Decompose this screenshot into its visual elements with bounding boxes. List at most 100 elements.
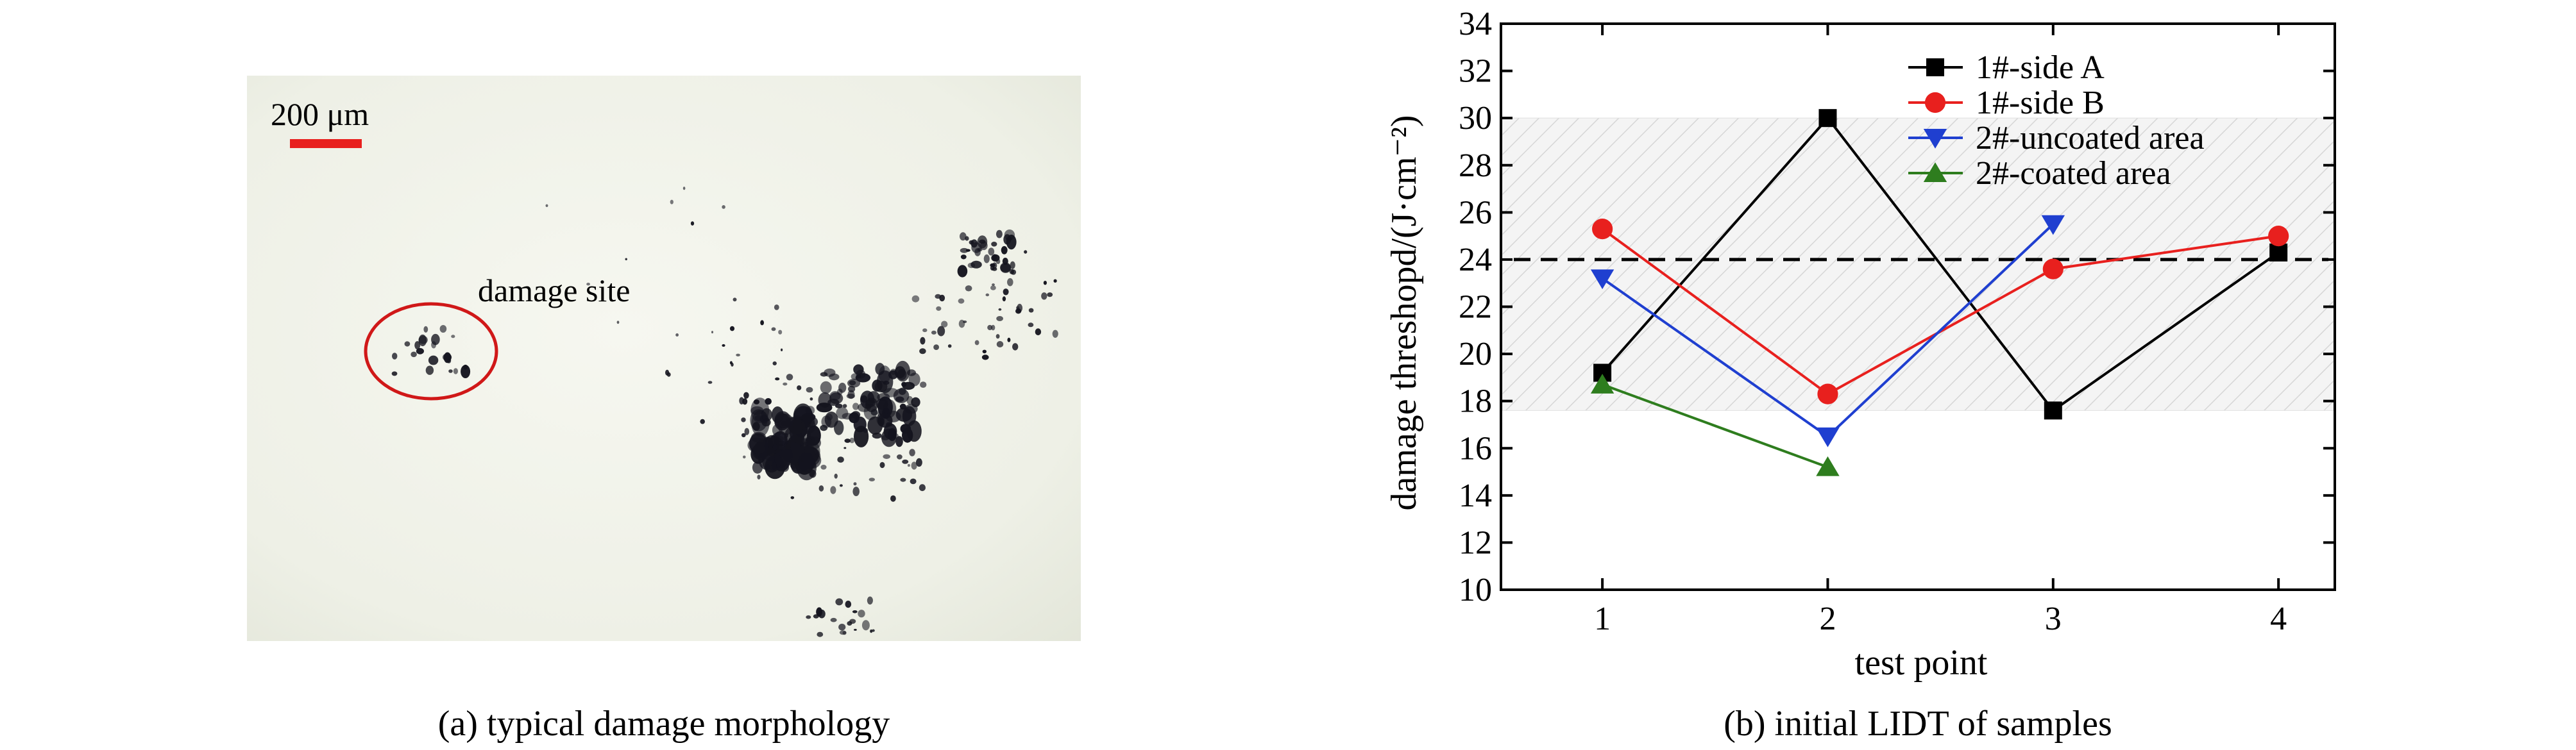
damage-spot (960, 232, 967, 241)
damage-spot (765, 398, 772, 405)
damage-spot (878, 365, 891, 383)
damage-spot (881, 435, 890, 440)
damage-spot (895, 436, 903, 447)
damage-spot (461, 365, 471, 378)
damage-spot (895, 360, 911, 382)
damage-spot (736, 353, 740, 357)
damage-spot (682, 187, 686, 190)
damage-spot (759, 415, 768, 424)
y-tick-label: 14 (1459, 478, 1492, 514)
damage-spot (867, 596, 873, 605)
damage-spot (863, 428, 869, 433)
damage-spot (936, 306, 942, 311)
damage-spot (818, 609, 826, 619)
damage-spot (786, 374, 793, 381)
damage-spot (991, 242, 997, 247)
damage-spot (865, 397, 878, 413)
damage-spots (391, 187, 1058, 637)
damage-spot (985, 293, 990, 297)
damage-spot (852, 610, 858, 613)
damage-spot (1010, 261, 1015, 269)
data-point-triangle-down (1816, 427, 1840, 447)
damage-spot (1024, 250, 1028, 254)
damage-spot (772, 361, 777, 366)
left-caption: (a) typical damage morphology (438, 704, 890, 744)
damage-spot (817, 631, 824, 637)
damage-spot (711, 331, 713, 334)
damage-spot (965, 285, 972, 292)
x-tick-label: 1 (1594, 601, 1611, 637)
damage-spot (1028, 322, 1034, 328)
scale-bar-label: 200 μm (271, 96, 369, 132)
data-point-triangle-up (1816, 456, 1840, 476)
damage-spot (818, 392, 832, 408)
legend-label: 1#-side A (1976, 49, 2105, 86)
damage-spot (965, 236, 969, 241)
damage-spot (847, 378, 861, 388)
damage-spot (818, 485, 824, 492)
damage-spot (1007, 337, 1011, 342)
damage-spot (911, 462, 917, 470)
shaded-band (1502, 117, 2334, 411)
damage-spot (392, 353, 398, 360)
damage-spot (861, 620, 870, 631)
damage-spot (772, 444, 777, 451)
damage-spot (835, 403, 843, 408)
damage-spot (760, 320, 764, 326)
damage-spot (963, 321, 967, 323)
legend-label: 2#-uncoated area (1976, 120, 2205, 156)
damage-spot (920, 337, 926, 345)
damage-spot (849, 619, 856, 624)
micrograph-panel: 200 μm damage site (247, 76, 1081, 641)
damage-spot (941, 321, 948, 328)
data-point-square (1818, 109, 1837, 128)
damage-spot (1007, 278, 1013, 287)
damage-spot (616, 321, 620, 324)
damage-spot (843, 447, 847, 449)
damage-spot (906, 420, 922, 442)
damage-spot (545, 204, 548, 207)
damage-spot (991, 324, 996, 331)
damage-spot (842, 413, 854, 420)
damage-spot (996, 229, 1003, 238)
damage-spot (586, 283, 590, 286)
x-tick-label: 3 (2045, 601, 2062, 637)
damage-spot (967, 262, 976, 269)
damage-spot (781, 348, 783, 351)
damage-spot (974, 340, 979, 346)
damage-spot (933, 344, 939, 350)
damage-spot (690, 221, 695, 226)
y-tick-label: 18 (1459, 383, 1492, 420)
damage-spot (854, 629, 857, 631)
data-point-circle (1817, 383, 1838, 404)
damage-spot (675, 333, 679, 337)
damage-spot (753, 399, 760, 404)
damage-spot (391, 371, 398, 376)
data-point-square (2044, 401, 2062, 420)
damage-spot (700, 419, 705, 424)
damage-spot (992, 267, 997, 271)
damage-spot (809, 397, 813, 401)
damage-spot (733, 297, 737, 302)
damage-spot (774, 304, 779, 310)
damage-spot (919, 484, 926, 492)
x-tick-label: 2 (1819, 601, 1836, 637)
damage-spot (899, 403, 906, 410)
damage-spot (853, 364, 864, 375)
y-tick-label: 20 (1459, 336, 1492, 372)
damage-spot (826, 413, 833, 421)
damage-spot (708, 381, 713, 384)
damage-spot (806, 615, 811, 619)
damage-spot (834, 473, 838, 479)
damage-spot (743, 392, 749, 399)
y-tick-label: 24 (1459, 242, 1492, 278)
damage-spot (1012, 343, 1019, 351)
damage-spot (902, 459, 909, 464)
damage-spot (423, 326, 428, 333)
legend-label: 1#-side B (1976, 85, 2105, 121)
damage-spot (1028, 308, 1034, 313)
damage-spot (858, 610, 865, 618)
y-tick-label: 26 (1459, 194, 1492, 231)
damage-spot (915, 458, 922, 467)
